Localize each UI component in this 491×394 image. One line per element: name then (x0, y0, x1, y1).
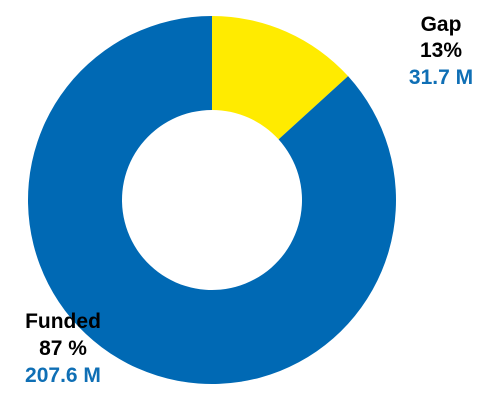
slice-funded (28, 16, 397, 385)
gap-label: Gap 13% 31.7 M (409, 13, 473, 89)
donut-slices (28, 16, 397, 385)
gap-percent-label: 13% (420, 39, 462, 62)
gap-name-label: Gap (421, 13, 462, 36)
funded-label: Funded 87 % 207.6 M (25, 310, 101, 387)
funded-name-label: Funded (25, 310, 101, 333)
funded-percent-label: 87 % (39, 337, 87, 360)
slice-gap (212, 16, 349, 140)
funded-amount-label: 207.6 M (25, 364, 101, 387)
gap-amount-label: 31.7 M (409, 66, 473, 89)
